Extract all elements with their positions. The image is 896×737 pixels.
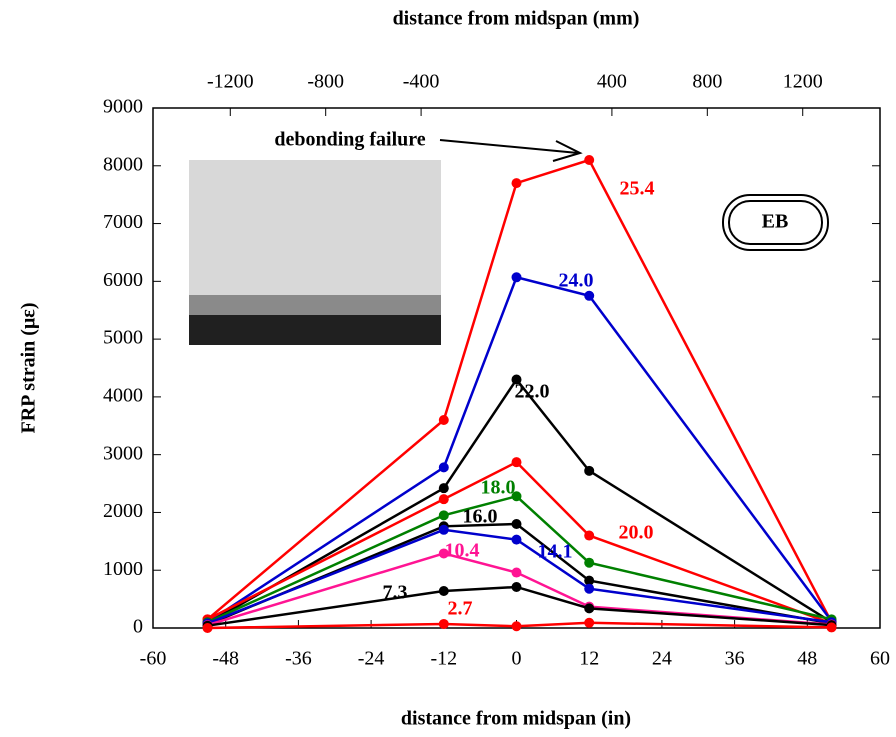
top-axis-title: distance from midspan (mm) [393,8,640,30]
series-label: 25.4 [620,178,655,200]
data-point [584,155,595,165]
data-point [511,519,522,529]
data-point [584,617,595,628]
data-point [584,290,595,301]
x-tick-label: 0 [512,648,522,670]
x2-tick-label: 1200 [783,71,823,93]
data-point [438,494,449,505]
x-tick-label: 24 [652,648,672,670]
y-tick-label: 2000 [103,500,143,522]
x-tick-label: 48 [797,648,817,670]
y-tick-label: 7000 [103,211,143,233]
data-point [438,462,449,473]
beam-photo-face [189,160,441,295]
series-label: 18.0 [481,477,516,499]
x2-tick-label: 400 [597,71,627,93]
y-tick-label: 9000 [103,96,143,118]
data-point [438,510,449,521]
data-point [511,178,522,189]
data-point [511,272,522,283]
data-point [511,621,522,632]
y-tick-label: 6000 [103,269,143,291]
data-point [584,530,595,541]
series-line [207,494,832,624]
eb-box-outer [722,194,829,251]
series-label: 2.7 [448,598,473,620]
y-tick-label: 0 [133,616,143,638]
data-point [584,557,595,568]
series-label: 14.1 [538,541,573,563]
x-tick-label: -48 [212,648,239,670]
data-point [511,534,522,545]
x-tick-label: -60 [140,648,167,670]
series-label: 20.0 [619,522,654,544]
data-point [202,623,213,633]
y-tick-label: 5000 [103,327,143,349]
data-point [826,622,837,633]
data-point [438,483,449,494]
data-point [438,586,449,597]
series-label: 7.3 [383,582,408,604]
series-label: 24.0 [559,270,594,292]
x2-tick-label: -1200 [207,71,254,93]
data-point [438,524,449,535]
y-tick-label: 3000 [103,442,143,464]
y-tick-label: 8000 [103,153,143,175]
x2-tick-label: 800 [692,71,722,93]
x-axis-title: distance from midspan (in) [401,708,631,730]
y-axis-title: FRP strain (με) [18,303,40,434]
data-point [511,457,522,468]
x-tick-label: -36 [285,648,312,670]
data-point [584,583,595,594]
data-point [438,618,449,629]
data-point [584,603,595,614]
y-tick-label: 4000 [103,384,143,406]
series-label: 16.0 [463,506,498,528]
y-tick-label: 1000 [103,558,143,580]
x-tick-label: -24 [358,648,385,670]
x-tick-label: 60 [870,648,890,670]
beam-photo-shadow [189,315,441,345]
x2-tick-label: -800 [307,71,344,93]
series-label: 22.0 [515,381,550,403]
data-point [511,567,522,578]
series-label: 10.4 [445,540,480,562]
eb-label: EB [762,211,789,233]
data-point [584,465,595,476]
data-point [511,581,522,592]
series-line [207,528,832,625]
data-point [511,491,522,502]
data-point [584,575,595,586]
debonding-label: debonding failure [274,129,425,151]
x-tick-label: 36 [725,648,745,670]
x2-tick-label: -400 [403,71,440,93]
data-point [438,415,449,425]
eb-box-inner [728,200,823,245]
debonding-arrow [439,139,583,162]
data-point [438,548,449,559]
data-point [511,374,522,385]
x-tick-label: -12 [430,648,457,670]
x-tick-label: 12 [579,648,599,670]
